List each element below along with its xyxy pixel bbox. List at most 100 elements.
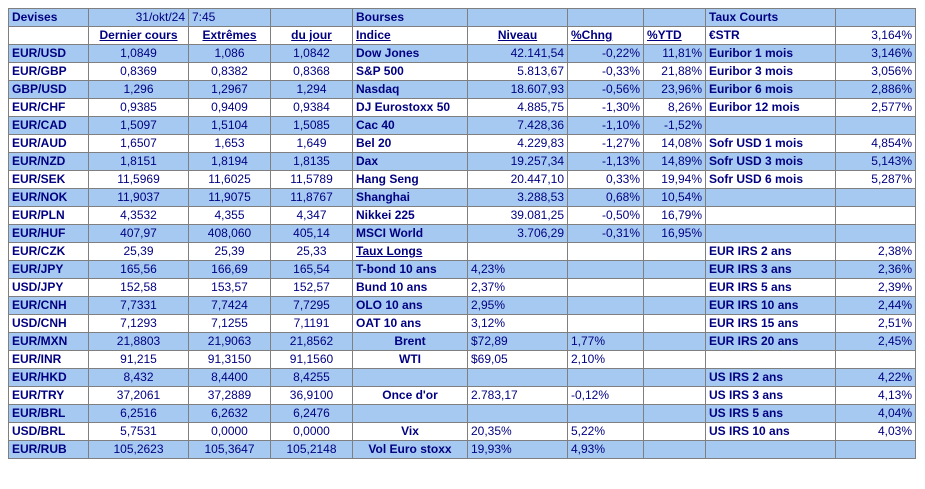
rate-value: 2,36% (835, 260, 916, 279)
table-row: EUR/INR 91,215 91,3150 91,1560 WTI $69,05 2,10… (8, 350, 916, 369)
index-chng (567, 278, 644, 297)
fx-low: 405,14 (270, 224, 353, 243)
fx-pair: EUR/SEK (8, 170, 89, 189)
rate-value (835, 440, 916, 459)
devises-title: Devises (8, 8, 89, 27)
rate-value (835, 188, 916, 207)
col-indice: Indice (352, 26, 468, 45)
index-name: Vix (352, 422, 468, 441)
rate-name (705, 440, 836, 459)
fx-high: 0,9409 (188, 98, 271, 117)
index-ytd (643, 386, 706, 405)
fx-high: 1,653 (188, 134, 271, 153)
fx-high: 7,1255 (188, 314, 271, 333)
fx-high: 0,0000 (188, 422, 271, 441)
index-name: OAT 10 ans (352, 314, 468, 333)
fx-last: 0,8369 (88, 62, 189, 81)
index-ytd: 16,79% (643, 206, 706, 225)
index-level: 5.813,67 (467, 62, 568, 81)
index-chng: -0,33% (567, 62, 644, 81)
index-name: Taux Longs (352, 242, 468, 261)
rate-name (705, 188, 836, 207)
index-name: T-bond 10 ans (352, 260, 468, 279)
market-table: Devises 31/okt/24 7:45 Bourses Taux Cour… (8, 8, 916, 459)
fx-last: 1,6507 (88, 134, 189, 153)
rate-name: US IRS 5 ans (705, 404, 836, 423)
index-chng: 4,93% (567, 440, 644, 459)
fx-last: 0,9385 (88, 98, 189, 117)
date-cell: 31/okt/24 (88, 8, 189, 27)
index-chng: -1,27% (567, 134, 644, 153)
table-row: EUR/GBP 0,8369 0,8382 0,8368 S&P 500 5.813,67… (8, 62, 916, 81)
index-name: Vol Euro stoxx (352, 440, 468, 459)
fx-last: 21,8803 (88, 332, 189, 351)
index-ytd: 19,94% (643, 170, 706, 189)
index-ytd (643, 242, 706, 261)
table-row: EUR/AUD 1,6507 1,653 1,649 Bel 20 4.229,83 -1,… (8, 134, 916, 153)
table-row: EUR/NZD 1,8151 1,8194 1,8135 Dax 19.257,34 -1,… (8, 152, 916, 171)
index-chng: -0,50% (567, 206, 644, 225)
fx-pair: EUR/PLN (8, 206, 89, 225)
fx-high: 105,3647 (188, 440, 271, 459)
index-chng: -0,12% (567, 386, 644, 405)
index-ytd: 21,88% (643, 62, 706, 81)
index-name: OLO 10 ans (352, 296, 468, 315)
rate-name: EUR IRS 15 ans (705, 314, 836, 333)
index-ytd: 8,26% (643, 98, 706, 117)
index-ytd: 11,81% (643, 44, 706, 63)
fx-pair: EUR/RUB (8, 440, 89, 459)
index-name: MSCI World (352, 224, 468, 243)
index-chng: -1,10% (567, 116, 644, 135)
fx-pair: EUR/HUF (8, 224, 89, 243)
time-cell: 7:45 (188, 8, 271, 27)
index-chng: -1,13% (567, 152, 644, 171)
rate-value: 4,22% (835, 368, 916, 387)
index-ytd: 23,96% (643, 80, 706, 99)
fx-pair: EUR/HKD (8, 368, 89, 387)
fx-high: 21,9063 (188, 332, 271, 351)
fx-pair: EUR/GBP (8, 62, 89, 81)
fx-pair: EUR/JPY (8, 260, 89, 279)
index-level: 19,93% (467, 440, 568, 459)
fx-low: 7,7295 (270, 296, 353, 315)
fx-pair: EUR/NOK (8, 188, 89, 207)
index-name: Once d'or (352, 386, 468, 405)
index-chng (567, 242, 644, 261)
fx-high: 91,3150 (188, 350, 271, 369)
fx-last: 5,7531 (88, 422, 189, 441)
table-row: EUR/USD 1,0849 1,086 1,0842 Dow Jones 42.141,… (8, 44, 916, 63)
table-row: EUR/SEK 11,5969 11,6025 11,5789 Hang Seng 20.… (8, 170, 916, 189)
rate-name: EUR IRS 20 ans (705, 332, 836, 351)
table-row: EUR/PLN 4,3532 4,355 4,347 Nikkei 225 39.081,… (8, 206, 916, 225)
index-name: Cac 40 (352, 116, 468, 135)
rate-name (705, 224, 836, 243)
fx-last: 91,215 (88, 350, 189, 369)
fx-high: 1,5104 (188, 116, 271, 135)
fx-low: 1,0842 (270, 44, 353, 63)
rate-name: EUR IRS 2 ans (705, 242, 836, 261)
col-niveau: Niveau (467, 26, 568, 45)
rate-name: US IRS 3 ans (705, 386, 836, 405)
table-row: USD/JPY 152,58 153,57 152,57 Bund 10 ans 2,37… (8, 278, 916, 297)
index-level: 4,23% (467, 260, 568, 279)
index-ytd: 14,08% (643, 134, 706, 153)
index-name: Nasdaq (352, 80, 468, 99)
index-level: 20,35% (467, 422, 568, 441)
fx-low: 0,0000 (270, 422, 353, 441)
fx-high: 7,7424 (188, 296, 271, 315)
fx-pair: USD/CNH (8, 314, 89, 333)
fx-last: 8,432 (88, 368, 189, 387)
index-level: 2.783,17 (467, 386, 568, 405)
rate-value (835, 350, 916, 369)
rate-value: 2,577% (835, 98, 916, 117)
index-level: 7.428,36 (467, 116, 568, 135)
index-name (352, 404, 468, 423)
index-level (467, 242, 568, 261)
index-ytd (643, 404, 706, 423)
index-name: WTI (352, 350, 468, 369)
rate-value: 2,44% (835, 296, 916, 315)
table-row: EUR/MXN 21,8803 21,9063 21,8562 Brent $72,89 1… (8, 332, 916, 351)
index-level (467, 368, 568, 387)
fx-last: 407,97 (88, 224, 189, 243)
index-ytd (643, 278, 706, 297)
